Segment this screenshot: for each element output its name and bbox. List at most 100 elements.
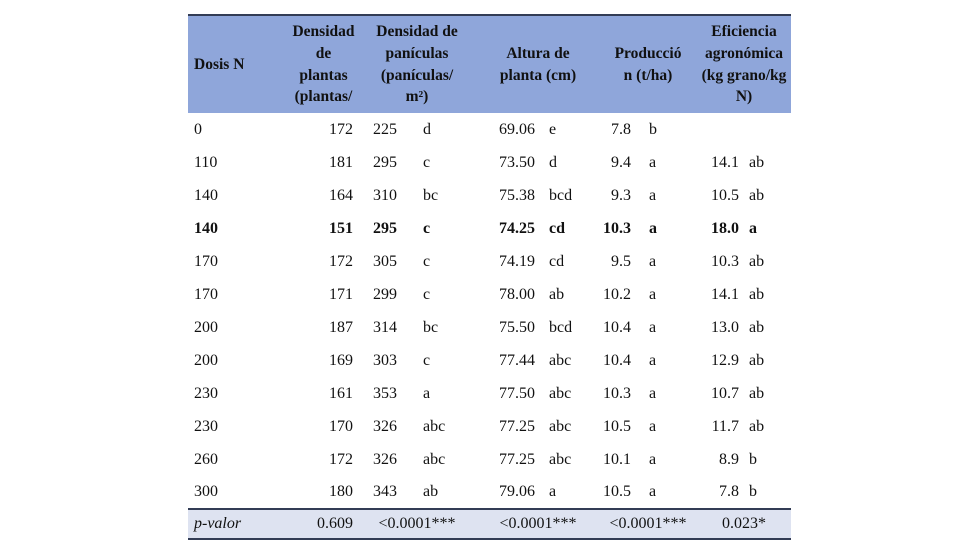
produccion-sig-cell: a bbox=[635, 476, 698, 509]
densidad-plantas-cell: 151 bbox=[290, 212, 357, 245]
eficiencia-value-cell: 12.9 bbox=[697, 344, 744, 377]
eficiencia-value-cell: 11.7 bbox=[697, 410, 744, 443]
dosis-n-cell: 170 bbox=[188, 245, 290, 278]
paniculas-sig-cell: a bbox=[401, 377, 477, 410]
table-row: 230 161 353 a 77.50 abc 10.3 a 10.7 ab bbox=[188, 377, 792, 410]
eficiencia-sig-cell: ab bbox=[743, 311, 792, 344]
densidad-plantas-cell: 164 bbox=[290, 179, 357, 212]
header-row: Dosis N Densidad de plantas (plantas/ De… bbox=[188, 15, 792, 113]
eficiencia-value-cell: 10.5 bbox=[697, 179, 744, 212]
altura-sig-cell: ab bbox=[539, 278, 600, 311]
paniculas-value-cell: 295 bbox=[357, 212, 401, 245]
paniculas-sig-cell: c bbox=[401, 344, 477, 377]
header-eficiencia-agronomica: Eficiencia agronómica (kg grano/kg N) bbox=[697, 15, 792, 113]
produccion-value-cell: 10.4 bbox=[599, 344, 636, 377]
dosis-n-cell: 110 bbox=[188, 146, 290, 179]
table-row: 170 171 299 c 78.00 ab 10.2 a 14.1 ab bbox=[188, 278, 792, 311]
paniculas-sig-cell: bc bbox=[401, 179, 477, 212]
dosis-n-cell: 230 bbox=[188, 410, 290, 443]
dosis-n-cell: 260 bbox=[188, 443, 290, 476]
paniculas-value-cell: 353 bbox=[357, 377, 401, 410]
eficiencia-value-cell bbox=[697, 113, 744, 146]
dosis-n-cell: 140 bbox=[188, 179, 290, 212]
eficiencia-sig-cell: a bbox=[743, 212, 792, 245]
table-row: 260 172 326 abc 77.25 abc 10.1 a 8.9 b bbox=[188, 443, 792, 476]
altura-sig-cell: a bbox=[539, 476, 600, 509]
eficiencia-value-cell: 10.3 bbox=[697, 245, 744, 278]
altura-value-cell: 77.25 bbox=[477, 443, 539, 476]
eficiencia-value-cell: 13.0 bbox=[697, 311, 744, 344]
header-produccion: Producció n (t/ha) bbox=[599, 15, 698, 113]
table-row: 300 180 343 ab 79.06 a 10.5 a 7.8 b bbox=[188, 476, 792, 509]
produccion-value-cell: 10.4 bbox=[599, 311, 636, 344]
produccion-value-cell: 10.5 bbox=[599, 410, 636, 443]
produccion-sig-cell: b bbox=[635, 113, 698, 146]
densidad-plantas-cell: 169 bbox=[290, 344, 357, 377]
dosis-n-cell: 300 bbox=[188, 476, 290, 509]
dosis-n-cell: 200 bbox=[188, 311, 290, 344]
produccion-sig-cell: a bbox=[635, 344, 698, 377]
paniculas-value-cell: 343 bbox=[357, 476, 401, 509]
altura-sig-cell: bcd bbox=[539, 311, 600, 344]
header-densidad-paniculas: Densidad de panículas (panículas/ m²) bbox=[357, 15, 477, 113]
eficiencia-value-cell: 10.7 bbox=[697, 377, 744, 410]
densidad-plantas-cell: 170 bbox=[290, 410, 357, 443]
altura-sig-cell: e bbox=[539, 113, 600, 146]
altura-value-cell: 73.50 bbox=[477, 146, 539, 179]
densidad-plantas-cell: 161 bbox=[290, 377, 357, 410]
densidad-plantas-cell: 172 bbox=[290, 245, 357, 278]
altura-sig-cell: cd bbox=[539, 212, 600, 245]
paniculas-sig-cell: abc bbox=[401, 410, 477, 443]
produccion-value-cell: 9.3 bbox=[599, 179, 636, 212]
dosis-n-cell: 140 bbox=[188, 212, 290, 245]
produccion-sig-cell: a bbox=[635, 245, 698, 278]
produccion-sig-cell: a bbox=[635, 212, 698, 245]
table-footer: p-valor 0.609 <0.0001*** <0.0001*** <0.0… bbox=[188, 508, 792, 540]
paniculas-sig-cell: abc bbox=[401, 443, 477, 476]
produccion-value-cell: 10.2 bbox=[599, 278, 636, 311]
eficiencia-value-cell: 14.1 bbox=[697, 278, 744, 311]
altura-sig-cell: abc bbox=[539, 443, 600, 476]
header-altura-planta: Altura de planta (cm) bbox=[477, 15, 600, 113]
table-row: 110 181 295 c 73.50 d 9.4 a 14.1 ab bbox=[188, 146, 792, 179]
table-row: 230 170 326 abc 77.25 abc 10.5 a 11.7 ab bbox=[188, 410, 792, 443]
densidad-plantas-cell: 187 bbox=[290, 311, 357, 344]
produccion-value-cell: 10.5 bbox=[599, 476, 636, 509]
paniculas-value-cell: 314 bbox=[357, 311, 401, 344]
altura-sig-cell: abc bbox=[539, 410, 600, 443]
produccion-value-cell: 9.4 bbox=[599, 146, 636, 179]
altura-value-cell: 79.06 bbox=[477, 476, 539, 509]
p-value-altura: <0.0001*** bbox=[477, 508, 600, 540]
dosis-n-cell: 170 bbox=[188, 278, 290, 311]
paniculas-value-cell: 299 bbox=[357, 278, 401, 311]
eficiencia-value-cell: 7.8 bbox=[697, 476, 744, 509]
p-value-produccion: <0.0001*** bbox=[599, 508, 698, 540]
altura-value-cell: 77.44 bbox=[477, 344, 539, 377]
paniculas-sig-cell: bc bbox=[401, 311, 477, 344]
p-value-row-label: p-valor bbox=[188, 508, 290, 540]
p-value-plantas: 0.609 bbox=[290, 508, 357, 540]
eficiencia-sig-cell: ab bbox=[743, 146, 792, 179]
header-dosis-n: Dosis N bbox=[188, 15, 290, 113]
altura-sig-cell: abc bbox=[539, 377, 600, 410]
densidad-plantas-cell: 181 bbox=[290, 146, 357, 179]
table-body: 0 172 225 d 69.06 e 7.8 b 110 181 295 c 73.50 d 9.4 a 14… bbox=[188, 113, 792, 509]
eficiencia-sig-cell: ab bbox=[743, 344, 792, 377]
paniculas-sig-cell: c bbox=[401, 278, 477, 311]
paniculas-value-cell: 326 bbox=[357, 410, 401, 443]
eficiencia-value-cell: 8.9 bbox=[697, 443, 744, 476]
table-row: 200 169 303 c 77.44 abc 10.4 a 12.9 ab bbox=[188, 344, 792, 377]
paniculas-value-cell: 303 bbox=[357, 344, 401, 377]
paniculas-value-cell: 310 bbox=[357, 179, 401, 212]
produccion-sig-cell: a bbox=[635, 146, 698, 179]
paniculas-sig-cell: c bbox=[401, 245, 477, 278]
produccion-value-cell: 10.1 bbox=[599, 443, 636, 476]
altura-value-cell: 74.19 bbox=[477, 245, 539, 278]
produccion-sig-cell: a bbox=[635, 311, 698, 344]
paniculas-value-cell: 295 bbox=[357, 146, 401, 179]
header-densidad-plantas: Densidad de plantas (plantas/ bbox=[290, 15, 357, 113]
table-row: 140 164 310 bc 75.38 bcd 9.3 a 10.5 ab bbox=[188, 179, 792, 212]
p-value-row: p-valor 0.609 <0.0001*** <0.0001*** <0.0… bbox=[188, 508, 792, 540]
produccion-value-cell: 7.8 bbox=[599, 113, 636, 146]
